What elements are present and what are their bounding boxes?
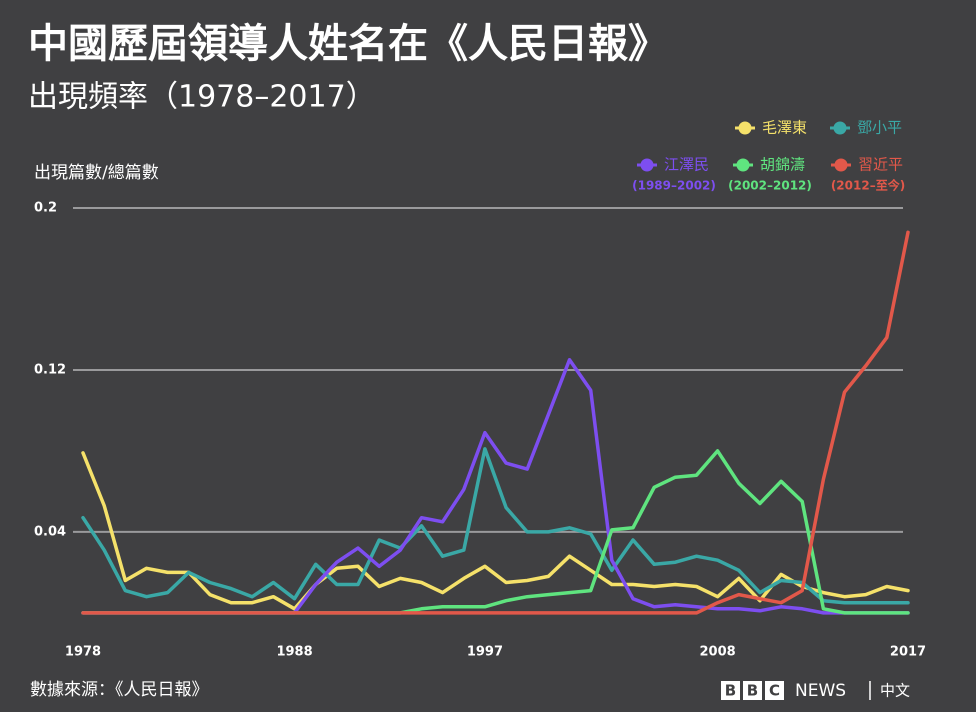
legend-term: (2012–至今) (831, 178, 905, 193)
legend-label: 毛澤東 (762, 119, 807, 137)
logo-box (721, 681, 740, 700)
legend-term: (2002–2012) (728, 179, 812, 193)
series-line (81, 230, 910, 615)
x-tick-label: 1997 (467, 645, 503, 660)
legend-label: 習近平 (858, 156, 903, 174)
logo-letter: C (769, 682, 780, 700)
x-tick-label: 2008 (700, 645, 736, 660)
y-axis-label: 出現篇數/總篇數 (34, 163, 159, 183)
x-tick-label: 1988 (276, 645, 312, 660)
legend-term: (1989–2002) (632, 179, 716, 193)
chart-title: 中國歷屆領導人姓名在《人民日報》 (28, 21, 668, 67)
logo-letter: B (747, 682, 758, 700)
y-tick-label: 0.12 (34, 362, 66, 377)
x-tick-label: 1978 (65, 645, 101, 660)
logo-box (743, 681, 762, 700)
logo-news: NEWS (795, 681, 846, 701)
branding: B B C NEWS 中文 (721, 681, 910, 701)
source: 數據來源：《人民日報》 (30, 680, 209, 700)
logo-letter: B (725, 682, 736, 700)
y-tick-label: 0.2 (34, 201, 57, 216)
legend-marker (834, 158, 848, 172)
logo-lang: 中文 (880, 682, 910, 700)
series-line (81, 447, 910, 605)
legend-label: 胡錦濤 (760, 156, 805, 174)
legend-label: 江澤民 (664, 156, 709, 174)
y-tick-label: 0.04 (34, 524, 66, 539)
chart-subtitle: 出現頻率（1978–2017） (28, 80, 376, 115)
legend-marker (640, 158, 654, 172)
legend-marker (736, 158, 750, 172)
logo-box (765, 681, 784, 700)
legend-marker (833, 121, 847, 135)
legend-marker (738, 121, 752, 135)
x-tick-label: 2017 (890, 645, 926, 660)
legend-label: 鄧小平 (857, 119, 902, 137)
